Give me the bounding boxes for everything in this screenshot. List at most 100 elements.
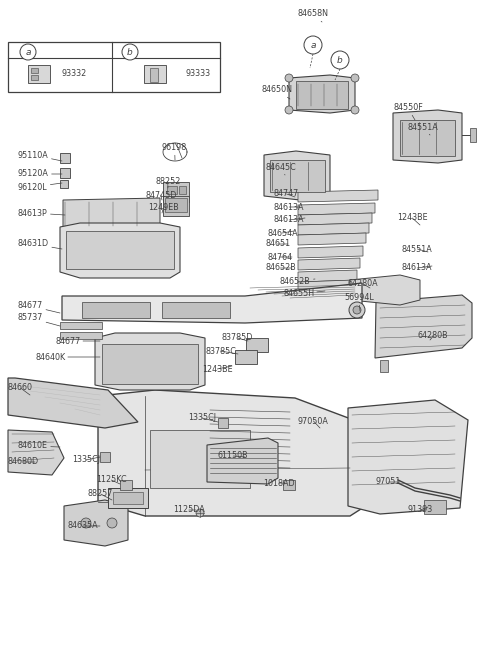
Polygon shape <box>64 500 128 546</box>
Polygon shape <box>298 223 369 235</box>
FancyBboxPatch shape <box>113 492 143 504</box>
FancyBboxPatch shape <box>60 180 68 188</box>
Text: 84631D: 84631D <box>18 239 62 249</box>
FancyBboxPatch shape <box>270 160 325 192</box>
Text: 84635A: 84635A <box>68 521 100 531</box>
Text: 83785D: 83785D <box>222 333 253 342</box>
FancyBboxPatch shape <box>296 81 348 109</box>
Circle shape <box>353 306 361 314</box>
FancyBboxPatch shape <box>31 68 38 73</box>
Text: 1243BE: 1243BE <box>202 364 233 373</box>
FancyBboxPatch shape <box>66 231 174 269</box>
FancyBboxPatch shape <box>82 302 150 318</box>
Polygon shape <box>207 438 278 484</box>
Polygon shape <box>63 198 160 228</box>
Text: 1243BE: 1243BE <box>397 214 428 225</box>
Polygon shape <box>95 333 205 390</box>
Text: 1249EB: 1249EB <box>148 204 179 213</box>
FancyBboxPatch shape <box>108 488 148 508</box>
Text: 84660: 84660 <box>8 384 33 395</box>
Text: 61150B: 61150B <box>218 452 249 461</box>
Text: 88257: 88257 <box>88 490 113 500</box>
Polygon shape <box>298 280 354 292</box>
Text: 96198: 96198 <box>162 144 187 160</box>
Polygon shape <box>298 233 366 245</box>
Text: a: a <box>25 48 31 57</box>
FancyBboxPatch shape <box>165 198 187 212</box>
Polygon shape <box>8 378 138 428</box>
Polygon shape <box>289 75 355 113</box>
Text: b: b <box>127 48 133 57</box>
FancyBboxPatch shape <box>120 480 132 490</box>
Text: 95120A: 95120A <box>18 170 62 179</box>
Text: 96120L: 96120L <box>18 182 62 192</box>
Text: 1335CJ: 1335CJ <box>72 455 100 465</box>
Text: 1125KC: 1125KC <box>96 476 127 485</box>
Text: 95110A: 95110A <box>18 151 62 161</box>
Text: 84610E: 84610E <box>18 441 60 450</box>
Circle shape <box>107 518 117 528</box>
Circle shape <box>285 106 293 114</box>
FancyBboxPatch shape <box>8 42 220 92</box>
FancyBboxPatch shape <box>144 65 166 83</box>
Text: 84764: 84764 <box>267 252 292 261</box>
FancyBboxPatch shape <box>380 360 388 372</box>
Text: 93332: 93332 <box>62 69 87 78</box>
FancyBboxPatch shape <box>60 322 102 329</box>
FancyBboxPatch shape <box>235 350 257 364</box>
Text: 56994L: 56994L <box>344 294 374 311</box>
Text: 84645C: 84645C <box>266 162 297 175</box>
FancyBboxPatch shape <box>163 196 189 216</box>
FancyBboxPatch shape <box>60 168 70 178</box>
Circle shape <box>20 44 36 60</box>
Text: 97050A: 97050A <box>298 417 329 428</box>
FancyBboxPatch shape <box>60 153 70 163</box>
Text: 84654A: 84654A <box>267 228 298 237</box>
Text: 84745D: 84745D <box>145 190 176 200</box>
Text: 97051: 97051 <box>376 477 401 487</box>
Text: b: b <box>337 56 343 65</box>
Circle shape <box>351 74 359 82</box>
Text: 84613A: 84613A <box>402 263 432 272</box>
Text: 1125DA: 1125DA <box>173 505 205 514</box>
Circle shape <box>351 106 359 114</box>
Polygon shape <box>348 400 468 514</box>
Polygon shape <box>350 275 420 305</box>
FancyBboxPatch shape <box>246 338 268 352</box>
Text: 64280A: 64280A <box>348 280 379 289</box>
FancyBboxPatch shape <box>60 332 102 339</box>
Text: 84658N: 84658N <box>297 10 328 22</box>
Text: 84551A: 84551A <box>407 122 438 135</box>
Text: 84613P: 84613P <box>18 208 65 217</box>
Polygon shape <box>8 430 64 475</box>
Polygon shape <box>298 246 363 258</box>
FancyBboxPatch shape <box>167 186 177 194</box>
Text: 84677: 84677 <box>18 302 60 313</box>
Circle shape <box>331 51 349 69</box>
FancyBboxPatch shape <box>28 65 50 83</box>
FancyBboxPatch shape <box>100 452 110 462</box>
Text: 88252: 88252 <box>155 177 180 188</box>
Text: 84640K: 84640K <box>35 353 100 362</box>
Polygon shape <box>298 203 375 215</box>
Text: 84550F: 84550F <box>393 104 423 120</box>
Circle shape <box>122 44 138 60</box>
Polygon shape <box>62 283 362 323</box>
Text: 84613A: 84613A <box>274 215 305 225</box>
Circle shape <box>285 74 293 82</box>
Text: 1335CJ: 1335CJ <box>188 413 218 422</box>
Polygon shape <box>298 270 357 282</box>
Text: 91393: 91393 <box>408 505 433 514</box>
Text: 84613A: 84613A <box>274 203 304 212</box>
Circle shape <box>196 509 204 517</box>
Text: 84652B: 84652B <box>280 276 315 285</box>
Text: 84680D: 84680D <box>8 457 39 466</box>
Circle shape <box>304 36 322 54</box>
Polygon shape <box>298 258 360 270</box>
FancyBboxPatch shape <box>150 430 250 488</box>
Polygon shape <box>298 190 378 202</box>
FancyBboxPatch shape <box>179 186 186 194</box>
FancyBboxPatch shape <box>283 480 295 490</box>
Text: 1018AD: 1018AD <box>263 479 295 487</box>
Text: 84655H: 84655H <box>283 289 325 298</box>
